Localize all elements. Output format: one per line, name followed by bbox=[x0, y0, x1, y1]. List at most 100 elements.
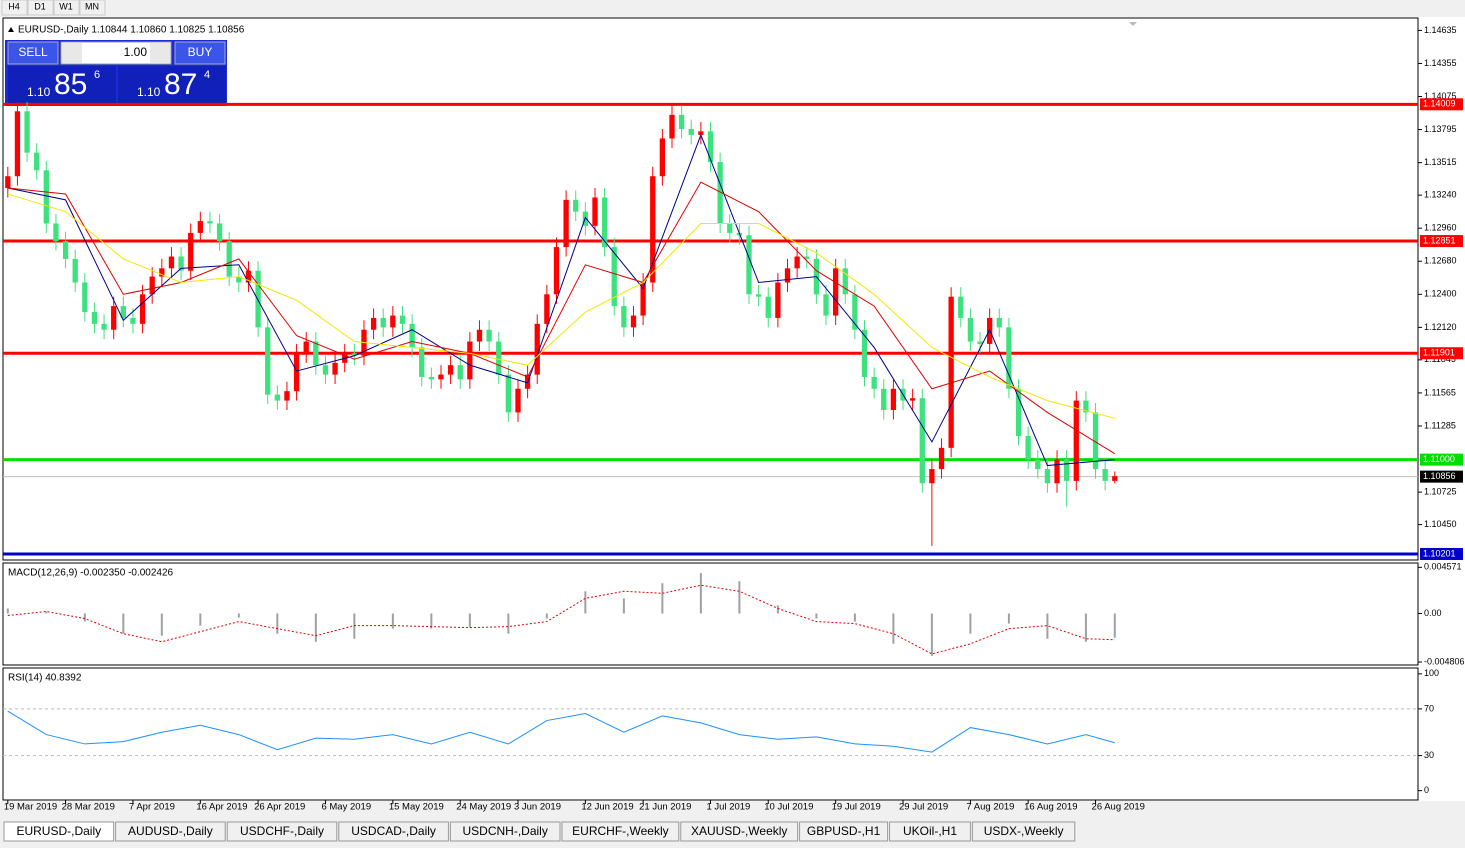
candle-body bbox=[265, 327, 271, 395]
y-tick-label: 1.12120 bbox=[1424, 322, 1457, 332]
candle-body bbox=[1064, 459, 1070, 481]
candle-body bbox=[794, 256, 800, 269]
x-tick-label: 19 Mar 2019 bbox=[4, 802, 57, 813]
candle-body bbox=[707, 131, 714, 163]
candle-body bbox=[832, 268, 839, 316]
y-tick-label: 1.14075 bbox=[1424, 91, 1457, 101]
symbol-tab[interactable] bbox=[3, 821, 115, 842]
candle-body bbox=[698, 131, 704, 135]
timeframe-tab[interactable] bbox=[53, 0, 80, 16]
bid-tag-label: 1.10856 bbox=[1423, 471, 1456, 481]
candle-body bbox=[486, 329, 492, 342]
level-tag bbox=[1420, 347, 1463, 360]
x-tick-label: 10 Jul 2019 bbox=[764, 802, 813, 813]
candle-body bbox=[82, 282, 88, 313]
candle-body bbox=[284, 391, 290, 401]
candle-body bbox=[188, 232, 194, 271]
timeframe-tab[interactable] bbox=[79, 0, 106, 16]
candle-body bbox=[640, 282, 646, 316]
symbol-tab[interactable] bbox=[680, 821, 799, 842]
candle-body bbox=[871, 376, 877, 389]
candle-body bbox=[370, 317, 377, 330]
main-frame bbox=[2, 17, 1419, 561]
trade-panel: SELL 1.00 BUY 1.10 85 6 1.10 87 4 bbox=[5, 40, 227, 106]
candle-body bbox=[919, 398, 925, 484]
moving-average bbox=[7, 133, 1115, 467]
buy-button[interactable] bbox=[174, 41, 226, 65]
candle-body bbox=[929, 469, 935, 484]
candle-body bbox=[938, 447, 945, 470]
title-arrow bbox=[8, 27, 14, 32]
symbol-tab[interactable] bbox=[226, 821, 338, 842]
level-tag bbox=[1420, 453, 1463, 466]
candle-body bbox=[322, 365, 329, 375]
candle-body bbox=[5, 176, 11, 189]
buy-price-box[interactable] bbox=[118, 66, 226, 105]
sell-button[interactable] bbox=[7, 41, 59, 65]
candle-body bbox=[1073, 400, 1079, 481]
lot-input[interactable] bbox=[60, 41, 172, 65]
candle-body bbox=[476, 329, 483, 342]
candle-body bbox=[958, 296, 964, 318]
lot-up[interactable] bbox=[150, 43, 170, 63]
candle-body bbox=[852, 294, 858, 330]
y-tick-label: 100 bbox=[1424, 668, 1439, 678]
candle-body bbox=[447, 365, 454, 375]
candle-body bbox=[909, 398, 916, 401]
candle-body bbox=[1083, 400, 1089, 413]
candle-body bbox=[255, 270, 261, 328]
candle-body bbox=[62, 241, 69, 259]
x-tick-label: 7 Apr 2019 bbox=[129, 802, 175, 813]
x-tick-label: 19 Jul 2019 bbox=[832, 802, 881, 813]
x-tick-label: 26 Aug 2019 bbox=[1092, 802, 1145, 813]
candle-body bbox=[332, 362, 338, 375]
timeframe-tab[interactable] bbox=[1, 0, 28, 16]
candle-body bbox=[1015, 388, 1022, 437]
symbol-tab[interactable] bbox=[561, 821, 680, 842]
candle-body bbox=[467, 341, 473, 380]
timeframe-tab[interactable] bbox=[27, 0, 54, 16]
symbol-tab-label: USDCHF-,Daily bbox=[240, 824, 324, 838]
candle-body bbox=[438, 374, 444, 380]
sell-big: 85 bbox=[54, 68, 87, 101]
candle-body bbox=[409, 323, 415, 348]
candle-body bbox=[592, 197, 598, 226]
candle-body bbox=[688, 128, 694, 135]
symbol-tab[interactable] bbox=[449, 821, 561, 842]
buy-big: 87 bbox=[164, 68, 197, 101]
timeframe-label: MN bbox=[85, 1, 99, 11]
sell-price-box[interactable] bbox=[8, 66, 116, 105]
symbol-tab[interactable] bbox=[889, 821, 971, 842]
level-tag bbox=[1420, 235, 1463, 248]
candle-body bbox=[91, 312, 98, 324]
y-tick-label: 0 bbox=[1424, 785, 1429, 795]
timeframe-label: D1 bbox=[34, 1, 46, 11]
symbol-tab-label: EURUSD-,Daily bbox=[16, 824, 101, 838]
lot-down[interactable] bbox=[62, 43, 82, 63]
buy-label: BUY bbox=[188, 45, 213, 59]
candle-body bbox=[216, 223, 223, 242]
x-tick-label: 3 Jun 2019 bbox=[514, 802, 561, 813]
level-tag-label: 1.11901 bbox=[1423, 348, 1455, 358]
candle-body bbox=[111, 306, 117, 330]
candle-body bbox=[534, 323, 540, 375]
candle-body bbox=[120, 306, 126, 318]
macd-title: MACD(12,26,9) -0.002350 -0.002426 bbox=[8, 568, 174, 579]
candle-body bbox=[245, 270, 252, 283]
symbol-tab[interactable] bbox=[971, 821, 1076, 842]
x-tick-label: 12 Jun 2019 bbox=[581, 802, 633, 813]
y-tick-label: 1.14355 bbox=[1424, 58, 1457, 68]
y-tick-label: -0.004806 bbox=[1424, 656, 1465, 666]
symbol-tab[interactable] bbox=[338, 821, 449, 842]
candle-body bbox=[139, 294, 146, 324]
x-tick-label: 16 Apr 2019 bbox=[196, 802, 247, 813]
candle-body bbox=[601, 197, 608, 248]
symbol-tab[interactable] bbox=[115, 821, 226, 842]
buy-prefix: 1.10 bbox=[137, 85, 161, 99]
y-tick-label: 1.11565 bbox=[1424, 387, 1456, 397]
symbol-tab[interactable] bbox=[799, 821, 889, 842]
timeframe-label: H4 bbox=[8, 1, 20, 11]
symbol-tab-label: USDCNH-,Daily bbox=[463, 824, 548, 838]
sell-label: SELL bbox=[18, 45, 48, 59]
